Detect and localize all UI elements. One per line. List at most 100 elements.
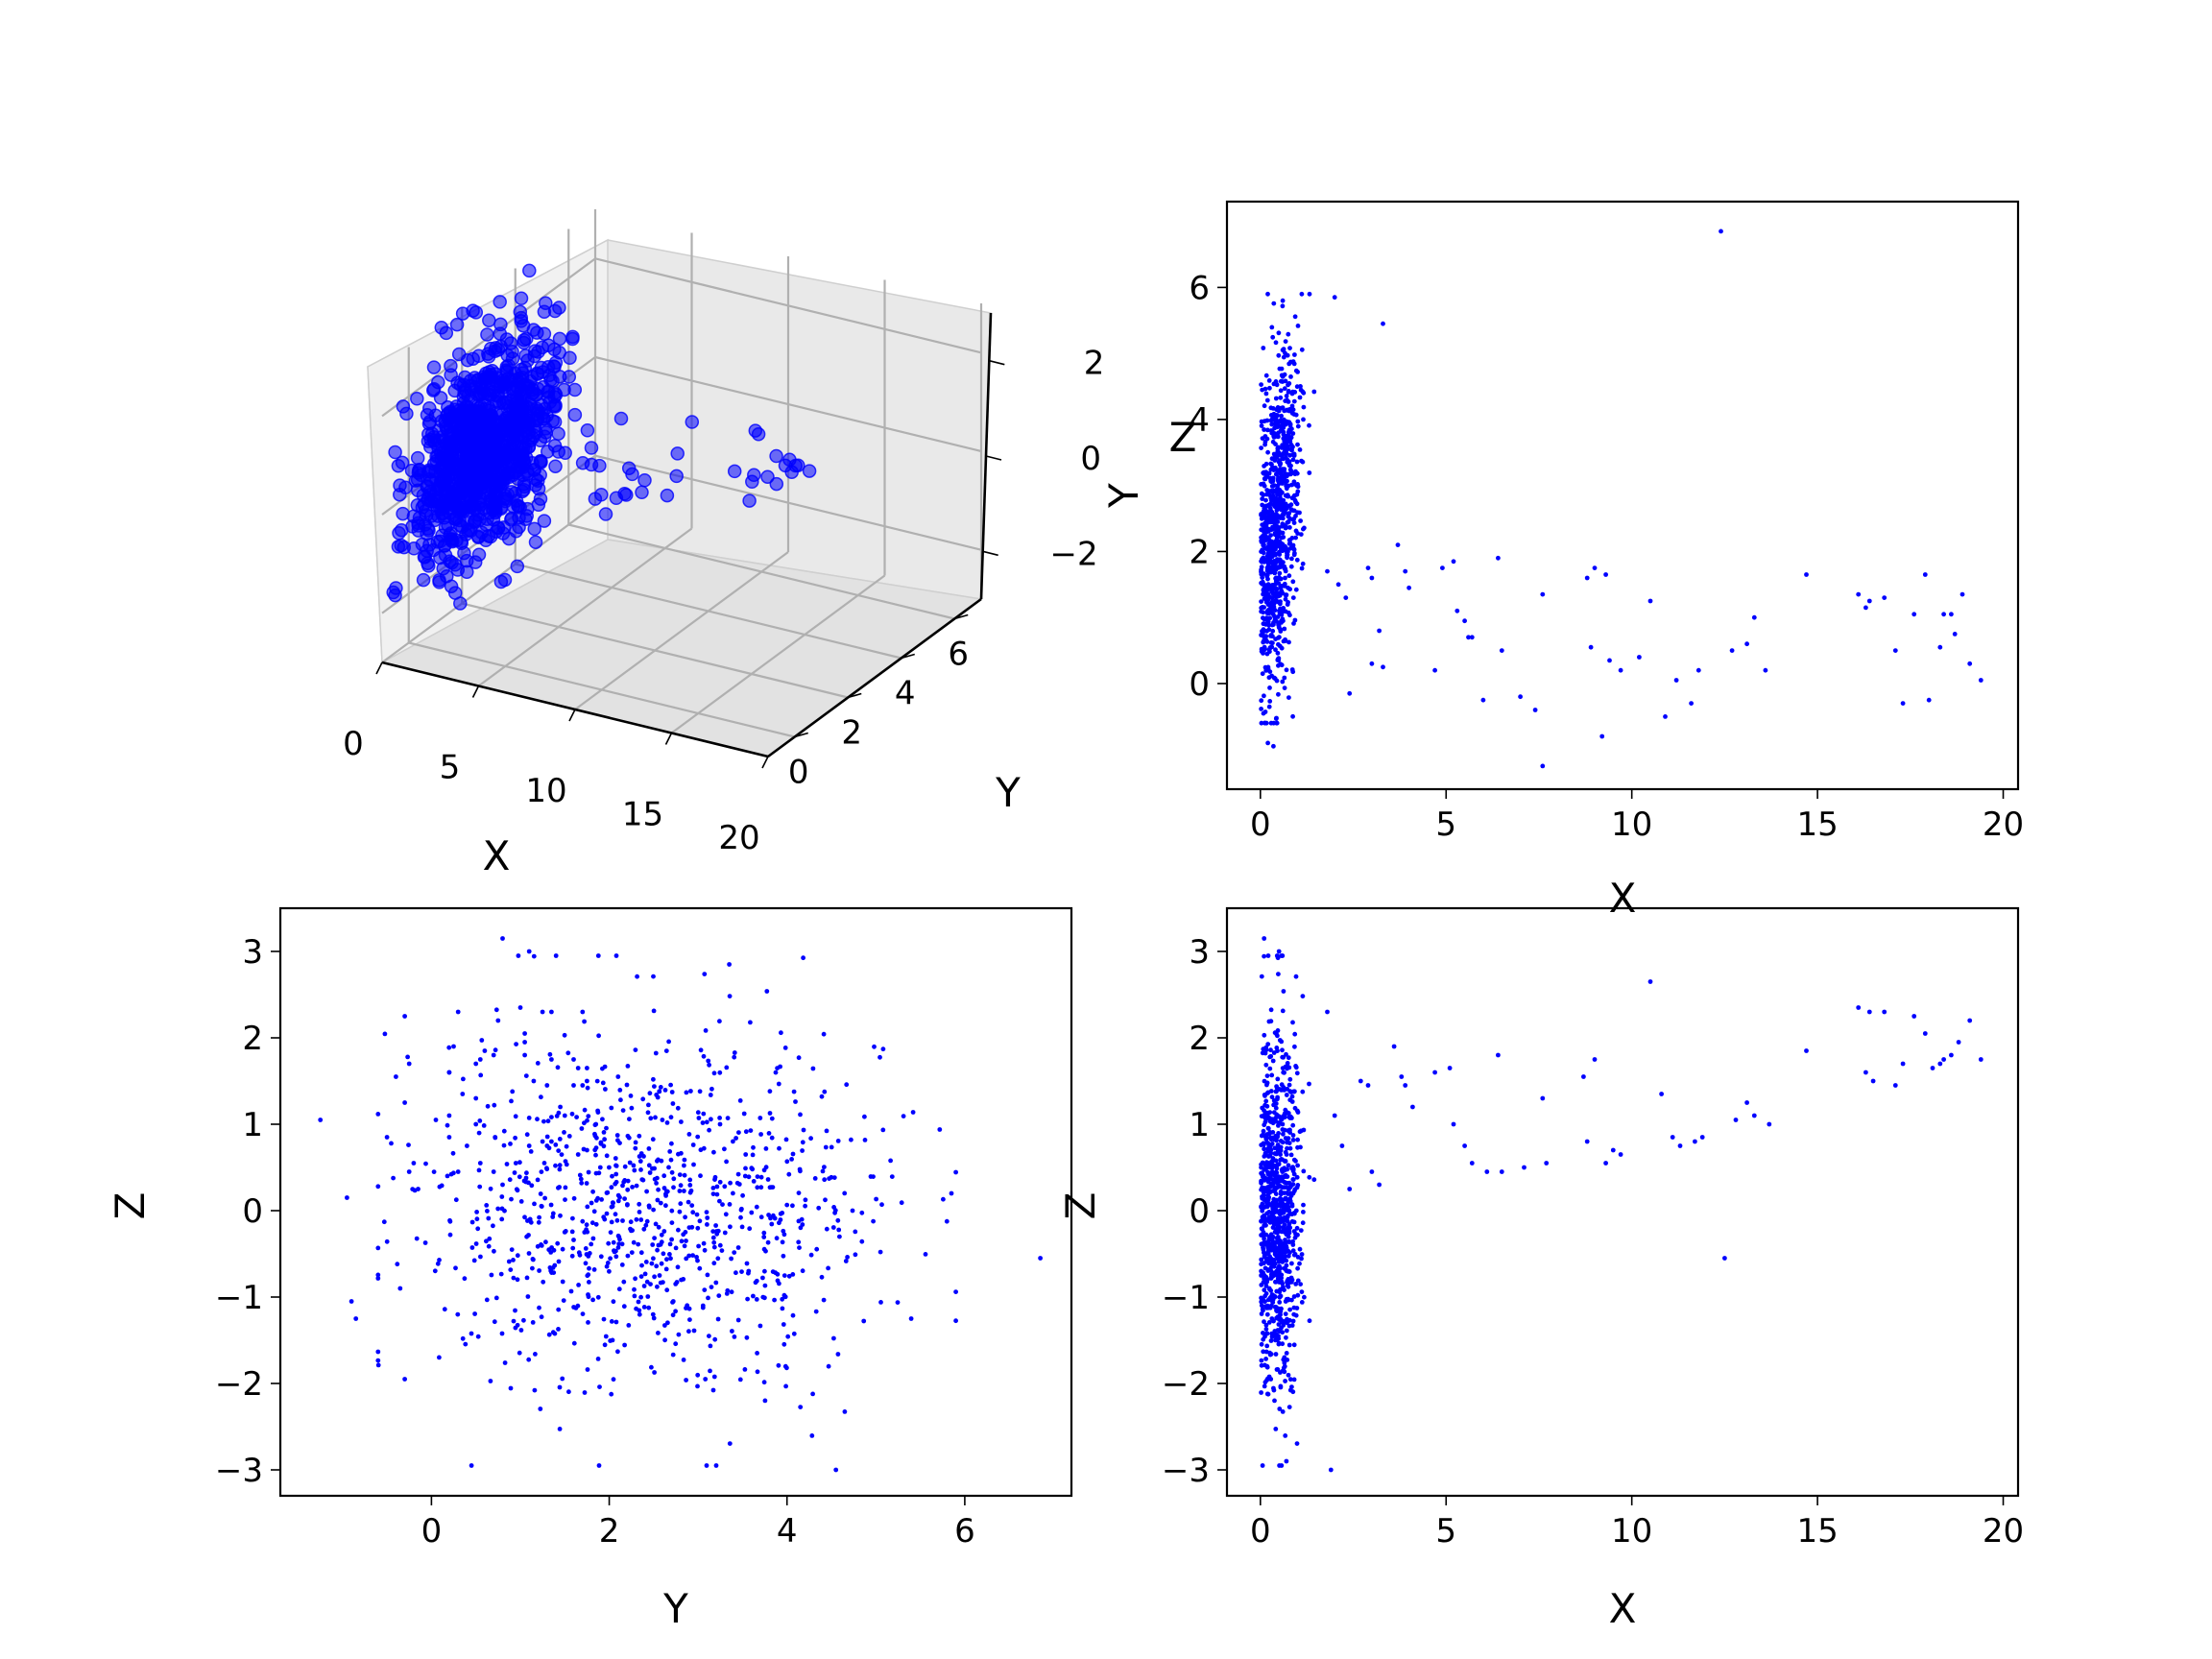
data-point (634, 1183, 639, 1189)
data-point (524, 1132, 530, 1138)
data-point (1462, 1143, 1467, 1148)
data-point (1262, 637, 1266, 643)
data-point (714, 1184, 720, 1190)
data-point (1290, 1318, 1296, 1324)
data-point (1262, 1287, 1267, 1293)
x-tick-label-3d: 5 (440, 749, 461, 787)
data-point-3d (449, 317, 465, 332)
data-point (1299, 1300, 1305, 1305)
data-point (1269, 622, 1275, 628)
data-point (812, 1176, 818, 1181)
data-point (1499, 1169, 1504, 1174)
data-point (492, 1248, 496, 1254)
data-point (460, 1092, 466, 1096)
data-point (1282, 467, 1286, 472)
data-point (583, 1246, 589, 1251)
data-point (941, 1196, 946, 1202)
data-point (1273, 442, 1278, 446)
data-point (1882, 595, 1887, 600)
data-point (717, 1242, 723, 1248)
data-point-3d (769, 476, 784, 492)
data-point (586, 1272, 591, 1278)
data-point (1282, 1360, 1287, 1365)
data-point (1294, 557, 1300, 563)
data-point (1261, 1349, 1266, 1355)
data-point (1294, 1070, 1300, 1076)
data-point (910, 1110, 916, 1115)
data-point (1263, 1186, 1268, 1191)
data-point (625, 1187, 631, 1192)
data-point (1267, 1110, 1273, 1115)
data-point (446, 1045, 452, 1050)
data-point (593, 1121, 599, 1127)
data-point-3d (418, 549, 433, 565)
data-point-3d (613, 411, 629, 426)
data-point (717, 1019, 722, 1024)
x-tick-label: 6 (954, 1512, 975, 1551)
data-point (695, 1134, 701, 1140)
data-point (725, 1287, 731, 1293)
data-point (819, 1274, 825, 1280)
data-point (1282, 584, 1287, 589)
data-point-3d (496, 520, 512, 535)
data-point-3d (441, 517, 455, 533)
data-point-3d (398, 480, 413, 495)
data-point (1280, 298, 1286, 303)
data-point (1285, 493, 1290, 498)
data-point (1263, 1222, 1268, 1228)
data-point-3d (482, 313, 496, 327)
data-point (1522, 1165, 1527, 1170)
data-point (1278, 1198, 1284, 1204)
data-point (1268, 1338, 1274, 1343)
data-point (560, 1279, 565, 1285)
data-point (687, 1317, 692, 1322)
data-point-3d (565, 329, 580, 345)
data-point (602, 1137, 607, 1142)
data-point (1297, 1129, 1303, 1135)
data-point (1287, 1250, 1292, 1256)
data-point (713, 1280, 719, 1286)
data-point (517, 1005, 523, 1010)
data-point (751, 1144, 756, 1150)
plot-frame-xy (1225, 200, 2020, 791)
data-point (1266, 704, 1272, 709)
data-point (661, 1251, 666, 1257)
data-point-3d (516, 318, 531, 333)
data-point (1273, 1272, 1278, 1278)
data-point (486, 1215, 492, 1221)
data-point (557, 1163, 563, 1168)
data-point (781, 1232, 787, 1238)
data-point (1282, 685, 1287, 690)
data-point (556, 1307, 562, 1312)
data-point-3d (531, 497, 546, 512)
data-point (711, 1149, 716, 1155)
data-point (565, 1050, 571, 1056)
data-point (491, 1223, 495, 1229)
data-point (1273, 637, 1278, 641)
data-point (1269, 1316, 1275, 1321)
data-point (488, 1186, 493, 1191)
data-point (1275, 650, 1281, 656)
y-tick-label: 1 (242, 1106, 263, 1144)
data-point (1285, 1061, 1290, 1066)
data-point (515, 1253, 520, 1259)
data-point (790, 1151, 796, 1157)
data-point (423, 1161, 428, 1166)
data-point (1262, 953, 1266, 959)
data-point (501, 1142, 507, 1148)
data-point (637, 1210, 642, 1214)
data-point (843, 1259, 849, 1263)
data-point (661, 1186, 667, 1190)
data-point-3d (592, 458, 607, 473)
data-point (1269, 1142, 1275, 1146)
data-point (1285, 1214, 1290, 1220)
data-point (949, 1190, 954, 1196)
data-point (668, 1115, 674, 1120)
data-point (1263, 497, 1268, 503)
data-point (1288, 564, 1294, 569)
data-point (1287, 1089, 1293, 1094)
data-point (635, 974, 639, 979)
data-point (653, 1115, 658, 1120)
data-point (836, 1227, 842, 1233)
data-point (1270, 589, 1275, 594)
